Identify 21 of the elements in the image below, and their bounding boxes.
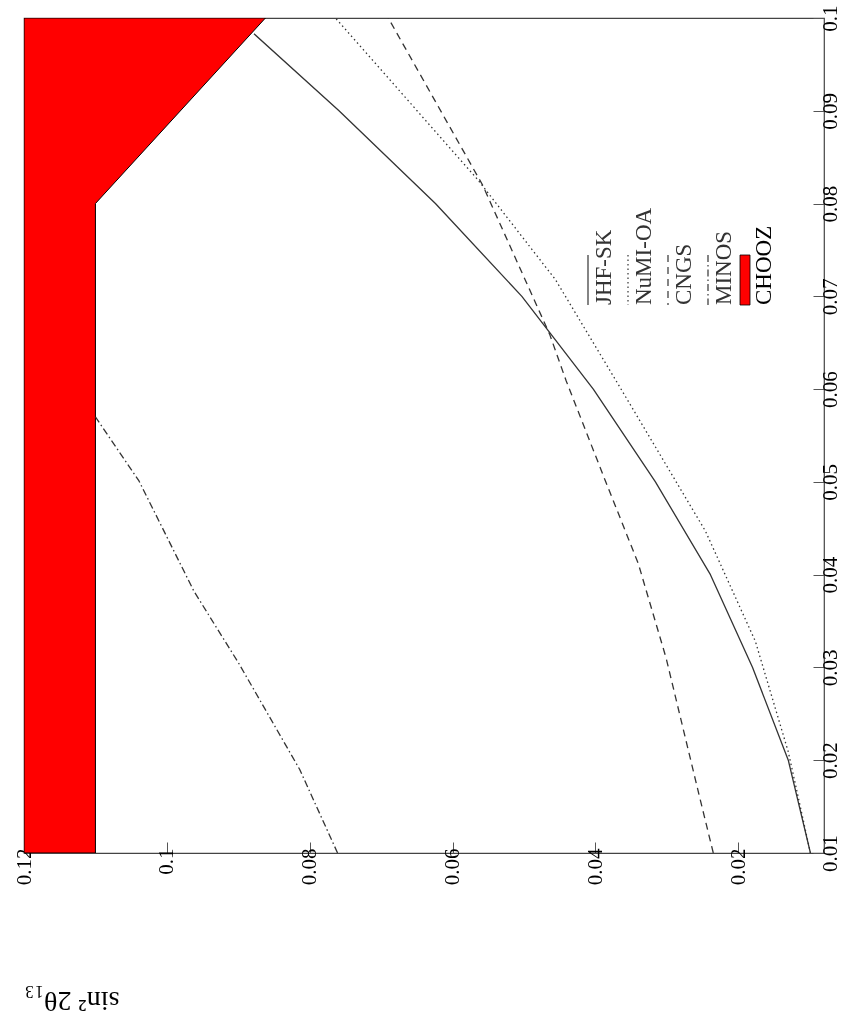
y-tick-label: 0.05 xyxy=(817,464,842,501)
y-tick-label: 0.1 xyxy=(817,5,842,32)
legend-label: CNGS xyxy=(671,243,696,305)
legend-label: CHOOZ xyxy=(751,225,776,305)
x-axis-title: sin² 2θ₁₃ xyxy=(24,985,120,1017)
y-tick-label: 0.06 xyxy=(817,371,842,408)
x-tick-label: 0.1 xyxy=(154,848,179,875)
legend-label: MINOS xyxy=(711,230,736,305)
x-tick-label: 0.08 xyxy=(297,848,322,886)
x-tick-label: 0.02 xyxy=(725,848,750,886)
y-tick-label: 0.07 xyxy=(817,278,842,316)
y-tick-label: 0.03 xyxy=(817,649,842,687)
y-tick-label: 0.01 xyxy=(817,835,842,872)
x-tick-label: 0.04 xyxy=(582,848,607,886)
y-tick-label: 0.09 xyxy=(817,92,842,130)
text: NuMI-OA xyxy=(631,207,656,305)
y-tick-label: 0.08 xyxy=(817,185,842,223)
legend-label: JHF-SK xyxy=(591,229,616,305)
y-tick-label: 0.02 xyxy=(817,742,842,780)
x-tick-label: 0.06 xyxy=(440,848,465,886)
y-tick-label: 0.04 xyxy=(817,556,842,594)
